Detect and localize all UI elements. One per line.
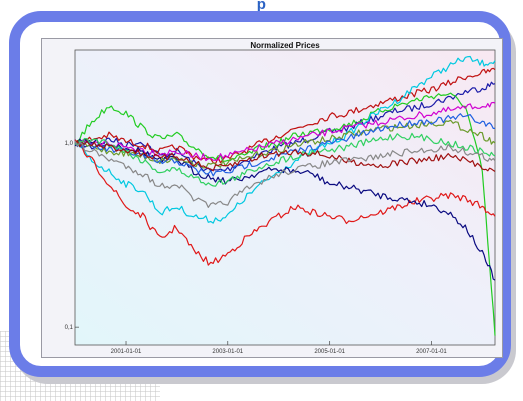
series-line <box>74 132 496 187</box>
series-line <box>74 92 496 336</box>
y-tick-label: 0,1 <box>65 325 74 331</box>
x-tick-label: 2005-01-01 <box>314 349 345 355</box>
y-tick-label: 1,0 <box>65 141 74 147</box>
x-tick-label: 2003-01-01 <box>212 349 243 355</box>
series-line <box>74 139 496 266</box>
x-tick-label: 2001-01-01 <box>111 349 142 355</box>
chart-panel: Normalized Prices 2001-01-01 2003-01-01 20… <box>41 38 503 358</box>
plot-area <box>74 49 496 346</box>
series-line <box>74 140 496 208</box>
series-line <box>74 67 496 165</box>
x-tick-label: 2007-01-01 <box>416 349 447 355</box>
series-line <box>74 138 496 281</box>
header-text: p <box>256 0 267 13</box>
series-line <box>74 55 496 224</box>
series-line <box>74 119 496 169</box>
chart-title: Normalized Prices <box>250 41 320 50</box>
series-line <box>74 140 496 172</box>
line-chart: Normalized Prices 2001-01-01 2003-01-01 20… <box>65 41 496 355</box>
